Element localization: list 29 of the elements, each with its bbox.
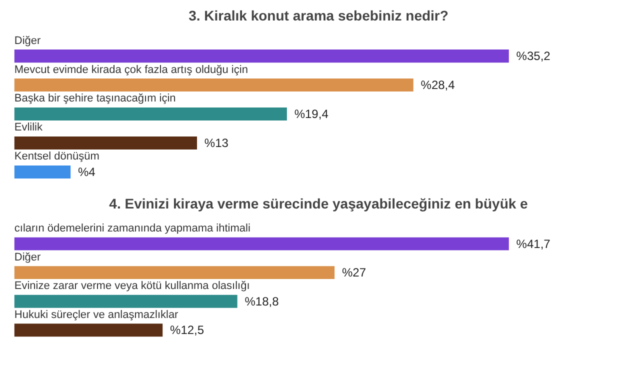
data-label: %18,8 [244,294,280,308]
data-label: %27 [342,266,366,280]
data-label: %19,4 [294,107,329,122]
data-label: %4 [78,165,96,180]
y-tick-label: Diğer [14,251,42,264]
y-tick-label: Başka bir şehire taşınacağım için [14,92,176,105]
y-tick-label: Kentsel dönüşüm [14,150,100,163]
bar [14,165,71,179]
bar [14,136,198,150]
data-label: %41,7 [516,236,551,251]
y-tick-label: Hukuki süreçler ve anlaşmazlıklar [14,308,179,321]
bar [14,78,414,92]
data-label: %28,4 [420,78,456,92]
y-tick-label: Mevcut evimde kirada çok fazla artış olduğu için [14,64,248,76]
y-tick-label: cıların ödemelerini zamanında yapmama ihtimali [14,222,250,235]
y-tick-label: Diğer [14,34,42,47]
bar [14,237,509,250]
bar [14,108,287,121]
data-label: %35,2 [516,49,551,64]
data-label: %12,5 [170,323,204,338]
y-tick-label: Evlilik [14,122,43,134]
bar [14,294,238,308]
bar [14,324,163,337]
bar [14,50,509,63]
y-tick-label: Evinize zarar verme veya kötü kullanma olasılığı [14,280,250,292]
bar [14,266,335,280]
chart-title: 3. Kiralık konut arama sebebiniz nedir? [188,8,448,24]
chart-title: 4. Evinizi kiraya verme sürecinde yaşayabileceğiniz en büyük e [109,196,528,212]
data-label: %13 [204,136,229,150]
